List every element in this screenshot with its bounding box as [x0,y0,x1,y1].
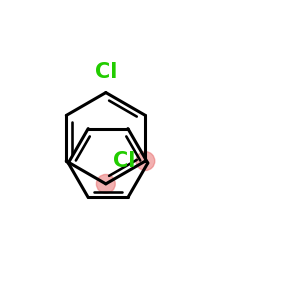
Text: Cl: Cl [94,62,117,82]
Text: Cl: Cl [113,151,135,171]
Circle shape [96,174,115,193]
Circle shape [136,152,155,170]
